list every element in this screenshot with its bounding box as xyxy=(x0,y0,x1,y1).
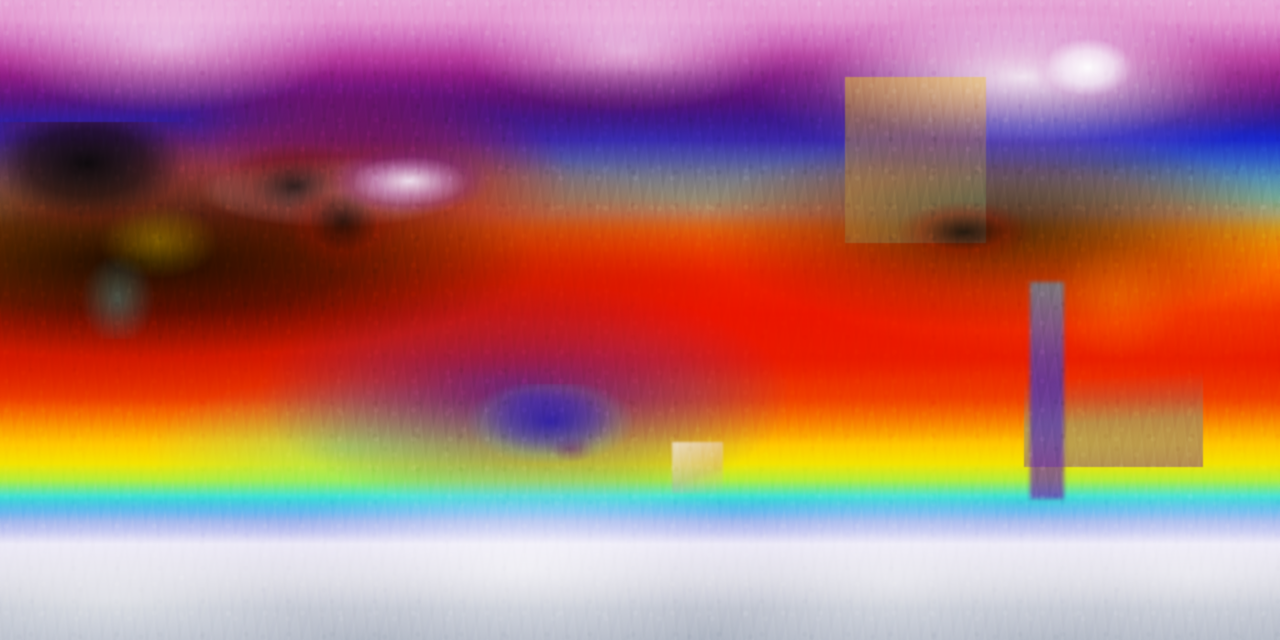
global-temperature-map xyxy=(0,0,1280,640)
raster-smoothing-overlay xyxy=(0,0,1280,640)
